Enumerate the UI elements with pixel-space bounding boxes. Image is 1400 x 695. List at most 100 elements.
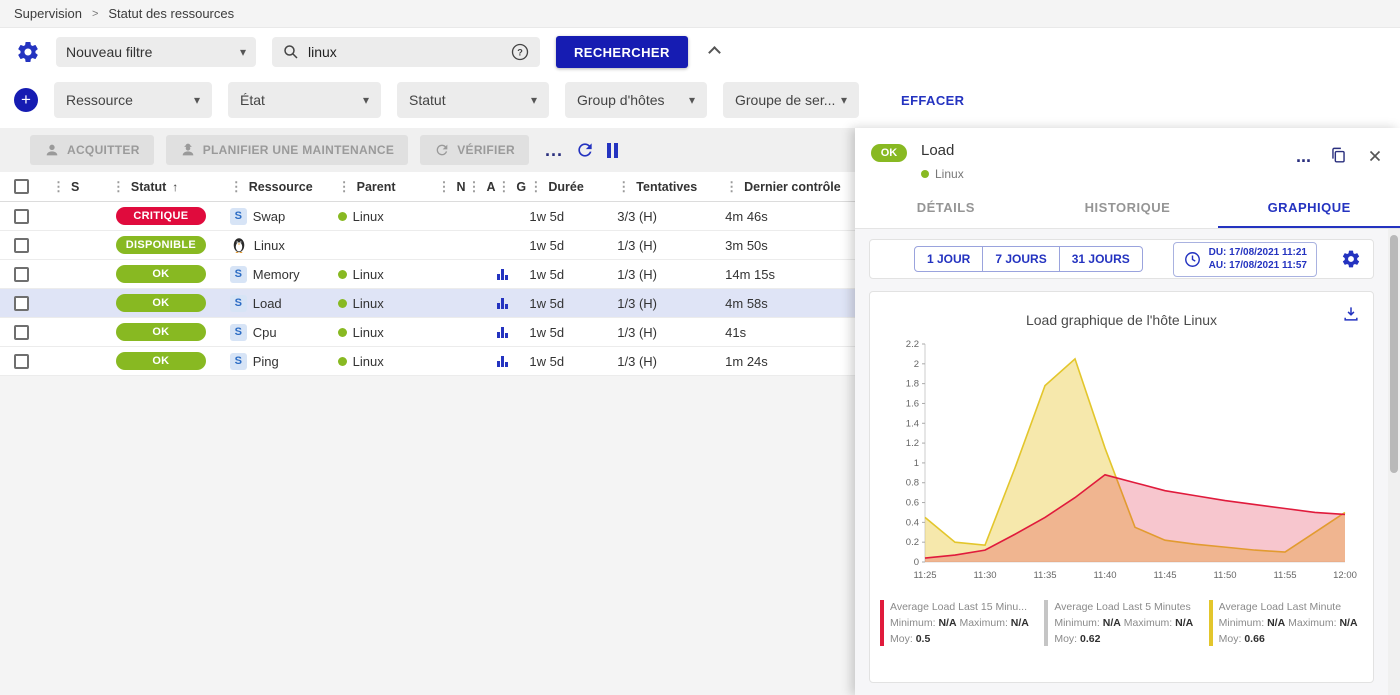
criteria-status-select[interactable]: Statut ▾	[397, 82, 549, 118]
resource-name: Linux	[253, 237, 285, 253]
more-actions-button[interactable]: ...	[544, 140, 563, 160]
tries-value: 1/3 (H)	[617, 295, 658, 311]
date-from: DU: 17/08/2021 11:21	[1208, 246, 1307, 258]
table-row[interactable]: CRITIQUE S Swap Linux 1w 5d 3/3 (H) 4m 46s	[0, 202, 855, 231]
column-header-notes[interactable]: ⋮ N	[437, 178, 466, 194]
resource-name: Load	[252, 295, 282, 311]
status-badge: OK	[115, 265, 206, 283]
drag-handle-icon[interactable]: ⋮	[437, 178, 451, 194]
legend-series-name: Average Load Last Minute	[1218, 601, 1342, 613]
table-row[interactable]: DISPONIBLE Linux 1w 5d 1/3 (H) 3m 50s	[0, 231, 855, 260]
graph-icon[interactable]	[497, 297, 509, 309]
column-header-action[interactable]: ⋮ A	[467, 178, 496, 194]
resource-name: Swap	[252, 208, 286, 224]
drag-handle-icon[interactable]: ⋮	[337, 178, 351, 194]
export-chart-button[interactable]	[1341, 304, 1361, 324]
select-all-checkbox[interactable]	[14, 179, 29, 194]
table-row[interactable]: OK S Ping Linux 1w 5d 1/3 (H) 1m 24s	[0, 347, 855, 376]
breadcrumb-resource-status[interactable]: Statut des ressources	[108, 6, 235, 21]
column-header-dernier-controle[interactable]: ⋮ Dernier contrôle	[725, 178, 841, 194]
criteria-hostgroup-select[interactable]: Group d'hôtes ▾	[565, 82, 707, 118]
resource-name: Memory	[252, 266, 300, 282]
drag-handle-icon[interactable]: ⋮	[497, 178, 511, 194]
refresh-button[interactable]	[575, 140, 595, 160]
row-checkbox[interactable]	[14, 237, 29, 253]
graph-icon[interactable]	[497, 355, 509, 367]
legend-item[interactable]: Average Load Last 5 Minutes Minimum: N/A …	[1044, 600, 1198, 647]
search-button[interactable]: RECHERCHER	[556, 36, 688, 68]
panel-tabs: DÉTAILS HISTORIQUE GRAPHIQUE	[855, 187, 1400, 229]
row-checkbox[interactable]	[14, 324, 29, 340]
range-1-day-button[interactable]: 1 JOUR	[914, 246, 984, 272]
drag-handle-icon[interactable]: ⋮	[229, 178, 243, 194]
load-chart: 0 0.2 0.4 0.6 0.8 1 1.2 1.4 1.6 1.8 2 2.2 11:25 11:30…	[905, 339, 1356, 581]
row-checkbox[interactable]	[14, 266, 29, 282]
sort-asc-icon[interactable]: ↑	[172, 179, 179, 194]
tab-historique[interactable]: HISTORIQUE	[1084, 200, 1171, 215]
svg-text:0.2: 0.2	[905, 537, 918, 548]
drag-handle-icon[interactable]: ⋮	[725, 178, 739, 194]
clear-filters-button[interactable]: EFFACER	[901, 92, 965, 108]
drag-handle-icon[interactable]: ⋮	[529, 178, 543, 194]
saved-filter-select[interactable]: Nouveau filtre ▾	[56, 37, 256, 67]
column-header-parent[interactable]: ⋮ Parent	[337, 178, 396, 194]
custom-date-range[interactable]: DU: 17/08/2021 11:21 AU: 17/08/2021 11:5…	[1172, 241, 1317, 277]
svg-text:1.4: 1.4	[905, 418, 918, 429]
column-header-ressource[interactable]: ⋮ Ressource	[229, 178, 313, 194]
close-panel-icon[interactable]	[1366, 147, 1384, 165]
graph-icon[interactable]	[497, 326, 509, 338]
column-header-tentatives[interactable]: ⋮ Tentatives	[617, 178, 698, 194]
range-7-days-button[interactable]: 7 JOURS	[983, 246, 1060, 272]
row-checkbox[interactable]	[14, 295, 29, 311]
table-row[interactable]: OK S Load Linux 1w 5d 1/3 (H) 4m 58s	[0, 289, 855, 318]
tab-graphique[interactable]: GRAPHIQUE	[1218, 187, 1400, 228]
collapse-filters-icon[interactable]	[707, 45, 721, 59]
pause-button[interactable]	[606, 142, 618, 158]
legend-min-max: Minimum: N/A Maximum: N/A	[1218, 616, 1358, 629]
panel-more-button[interactable]: ...	[1295, 145, 1311, 166]
drag-handle-icon[interactable]: ⋮	[617, 178, 631, 194]
scrollbar-thumb[interactable]	[1390, 235, 1398, 473]
status-badge: OK	[115, 323, 206, 341]
range-31-days-button[interactable]: 31 JOURS	[1059, 246, 1143, 272]
actions-toolbar: ACQUITTER PLANIFIER UNE MAINTENANCE VÉRI…	[0, 128, 855, 172]
column-header-duree[interactable]: ⋮ Durée	[529, 178, 584, 194]
table-row[interactable]: OK S Memory Linux 1w 5d 1/3 (H) 14m 15s	[0, 260, 855, 289]
drag-handle-icon[interactable]: ⋮	[111, 178, 125, 194]
criteria-state-select[interactable]: État ▾	[228, 82, 381, 118]
svg-text:11:40: 11:40	[1093, 570, 1116, 581]
column-header-statut[interactable]: ⋮ Statut ↑	[111, 178, 179, 194]
check-button[interactable]: VÉRIFIER	[420, 135, 529, 165]
search-help-icon[interactable]	[510, 42, 530, 62]
acknowledge-button[interactable]: ACQUITTER	[30, 135, 154, 165]
legend-series-name: Average Load Last 15 Minu...	[890, 601, 1027, 613]
last-check-value: 14m 15s	[725, 266, 776, 282]
legend-item[interactable]: Average Load Last 15 Minu... Minimum: N/A…	[880, 600, 1034, 647]
search-box[interactable]	[272, 37, 540, 67]
legend-series-name: Average Load Last 5 Minutes	[1054, 601, 1191, 613]
svg-text:1.6: 1.6	[905, 398, 918, 409]
criteria-servicegroup-select[interactable]: Groupe de ser... ▾	[723, 82, 859, 118]
maintenance-icon	[180, 142, 196, 158]
table-row[interactable]: OK S Cpu Linux 1w 5d 1/3 (H) 41s	[0, 318, 855, 347]
row-checkbox[interactable]	[14, 208, 29, 224]
date-to: AU: 17/08/2021 11:57	[1208, 260, 1307, 271]
panel-scrollbar[interactable]	[1388, 229, 1400, 695]
graph-icon[interactable]	[497, 268, 509, 280]
panel-subtitle[interactable]: Linux	[935, 167, 964, 181]
legend-item[interactable]: Average Load Last Minute Minimum: N/A Max…	[1208, 600, 1363, 647]
row-checkbox[interactable]	[14, 353, 29, 369]
tab-details[interactable]: DÉTAILS	[916, 200, 975, 215]
copy-link-icon[interactable]	[1329, 146, 1348, 165]
add-criteria-button[interactable]: +	[14, 88, 38, 112]
criteria-resource-select[interactable]: Ressource ▾	[54, 82, 212, 118]
filter-settings-gear-icon[interactable]	[16, 40, 40, 64]
downtime-button[interactable]: PLANIFIER UNE MAINTENANCE	[165, 135, 409, 165]
column-header-graph[interactable]: ⋮ G	[497, 178, 527, 194]
graph-settings-gear-icon[interactable]	[1341, 249, 1361, 269]
drag-handle-icon[interactable]: ⋮	[51, 178, 65, 194]
search-input[interactable]	[308, 44, 502, 60]
drag-handle-icon[interactable]: ⋮	[467, 178, 481, 194]
breadcrumb-supervision[interactable]: Supervision	[14, 6, 82, 21]
column-header-severity[interactable]: ⋮ S	[51, 178, 80, 194]
